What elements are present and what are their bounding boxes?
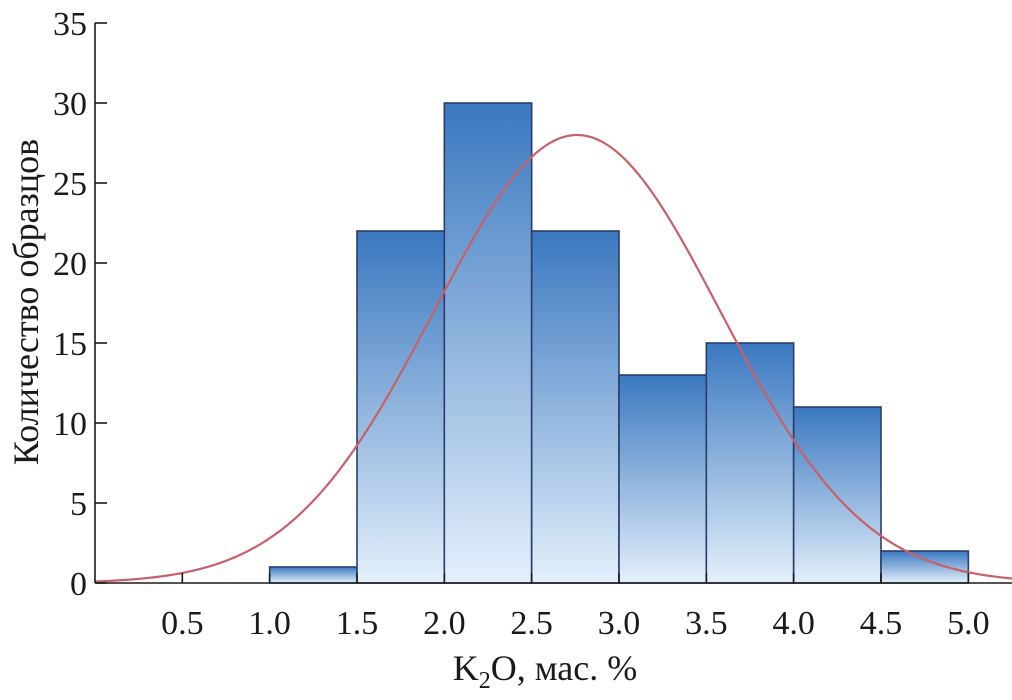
y-tick-label: 25 [53,166,87,203]
histogram-bar-7 [792,406,882,584]
histogram-bar-5 [618,374,708,584]
bars-layer [268,102,970,584]
labels-layer: Количество образцов K2O, мас. % [6,139,637,694]
x-tick-label: 1.5 [336,605,379,642]
histogram-bar-1 [268,566,358,584]
curve-layer [94,133,1012,583]
x-tick-label: 3.0 [598,605,641,642]
y-tick-label: 15 [53,326,87,363]
x-tick-label: 5.0 [947,605,990,642]
histogram-bar-2 [356,230,446,584]
x-tick-label: 1.0 [248,605,291,642]
y-tick-label: 20 [53,246,87,283]
y-tick-label: 35 [53,6,87,43]
x-axis-title-post: O, мас. % [491,648,637,688]
histogram-bar-4 [530,230,620,584]
axes-layer: 0 5 10 15 20 25 30 35 0.5 1.0 1.5 2.0 2.5 3.0 3.5 4.0 4.… [53,6,1012,642]
normal-distribution-curve [94,133,1012,583]
histogram-bar-6 [705,342,795,584]
y-tick-label: 30 [53,86,87,123]
x-axis-title: K2O, мас. % [453,648,637,694]
x-tick-label: 4.0 [772,605,815,642]
x-tick-label: 3.5 [685,605,728,642]
x-tick-label: 2.5 [510,605,553,642]
y-axis-title: Количество образцов [6,139,46,465]
x-axis-title-sub: 2 [479,668,491,694]
histogram-bar-3 [443,102,533,584]
y-tick-label: 10 [53,406,87,443]
histogram-bar-8 [880,550,970,584]
x-tick-label: 2.0 [423,605,466,642]
x-axis-title-pre: K [453,648,479,688]
y-tick-label: 5 [70,486,87,523]
y-tick-label: 0 [70,566,87,603]
x-tick-label: 0.5 [161,605,204,642]
x-tick-label: 4.5 [860,605,903,642]
